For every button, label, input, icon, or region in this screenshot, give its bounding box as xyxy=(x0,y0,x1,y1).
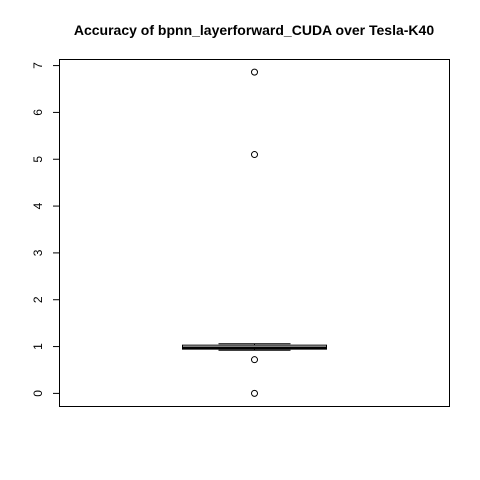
y-tick-label: 4 xyxy=(31,202,45,209)
outlier-point xyxy=(251,68,258,76)
outlier-point xyxy=(251,356,258,364)
y-tick-label: 6 xyxy=(31,109,45,116)
y-tick-label: 2 xyxy=(31,296,45,303)
chart-title: Accuracy of bpnn_layerforward_CUDA over … xyxy=(74,22,434,38)
plot-area-frame xyxy=(59,59,450,407)
outlier-point xyxy=(251,389,258,397)
outliers xyxy=(251,68,258,397)
y-tick-label: 5 xyxy=(31,156,45,163)
y-tick-label: 3 xyxy=(31,249,45,256)
y-tick-label: 0 xyxy=(31,390,45,397)
y-axis-ticks: 0 1 2 3 4 5 6 7 xyxy=(31,62,60,397)
y-tick-label: 7 xyxy=(31,62,45,69)
box xyxy=(182,343,327,351)
y-tick-label: 1 xyxy=(31,343,45,350)
outlier-point xyxy=(251,151,258,159)
